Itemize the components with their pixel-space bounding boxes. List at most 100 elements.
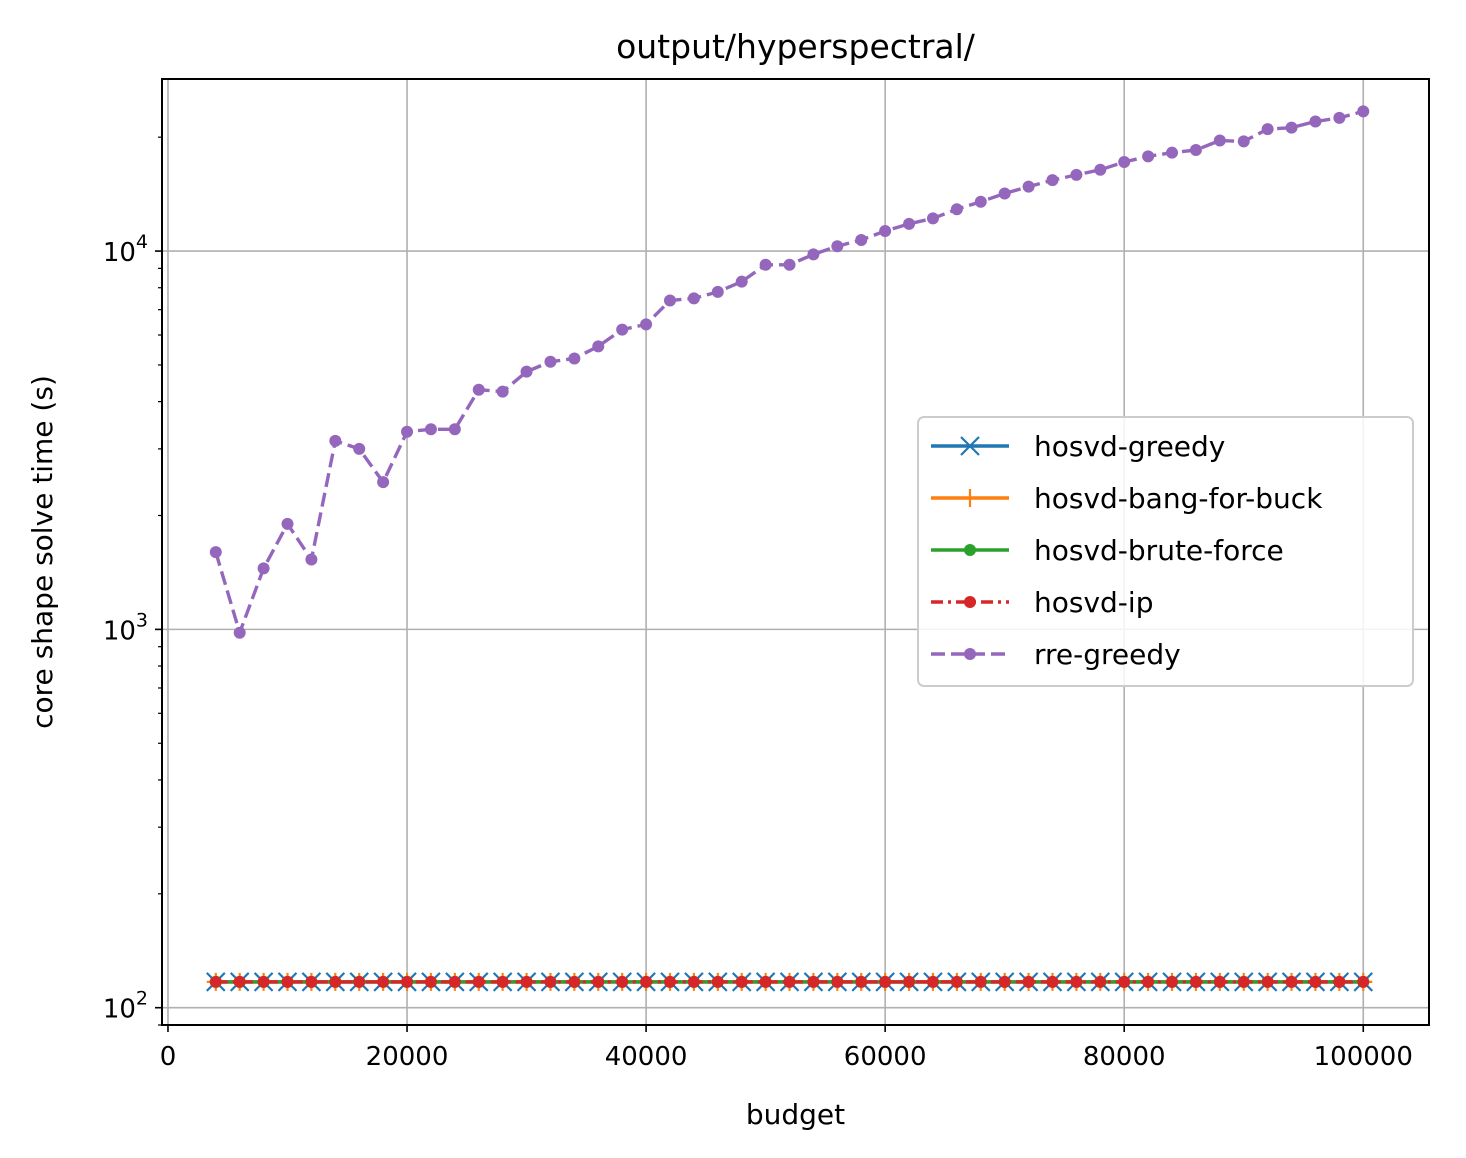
data-point xyxy=(783,258,796,271)
data-point xyxy=(1213,975,1226,988)
data-point xyxy=(735,975,748,988)
x-tick-label: 80000 xyxy=(1083,1042,1166,1072)
data-point xyxy=(448,975,461,988)
y-tick-base: 10 xyxy=(103,616,136,646)
data-point xyxy=(544,975,557,988)
data-point xyxy=(1237,135,1250,148)
data-point xyxy=(520,365,533,378)
legend-label: rre-greedy xyxy=(1034,638,1181,671)
legend-entry: rre-greedy xyxy=(931,638,1181,671)
data-point xyxy=(974,975,987,988)
data-point xyxy=(663,975,676,988)
data-point xyxy=(950,203,963,216)
data-point xyxy=(1357,105,1370,118)
data-point xyxy=(926,212,939,225)
data-point xyxy=(855,975,868,988)
data-point xyxy=(305,975,318,988)
data-point xyxy=(807,248,820,261)
data-point xyxy=(329,975,342,988)
data-point xyxy=(1142,150,1155,163)
data-point xyxy=(424,975,437,988)
data-point xyxy=(233,626,246,639)
legend-label: hosvd-brute-force xyxy=(1034,534,1284,567)
data-point xyxy=(281,975,294,988)
data-point xyxy=(735,275,748,288)
data-point xyxy=(1285,975,1298,988)
y-tick-label: 103 xyxy=(103,609,148,646)
data-point xyxy=(401,975,414,988)
data-point xyxy=(496,975,509,988)
data-point xyxy=(377,476,390,489)
legend-label: hosvd-bang-for-buck xyxy=(1034,482,1323,515)
data-point xyxy=(998,187,1011,200)
data-point xyxy=(1333,975,1346,988)
y-tick-exponent: 4 xyxy=(136,231,148,253)
data-point xyxy=(281,517,294,530)
data-point xyxy=(401,425,414,438)
y-tick-exponent: 2 xyxy=(136,988,148,1010)
data-point xyxy=(1333,111,1346,124)
data-point xyxy=(257,562,270,575)
data-point xyxy=(1022,975,1035,988)
data-point xyxy=(711,975,724,988)
data-point xyxy=(640,318,653,331)
data-point xyxy=(1213,134,1226,147)
data-point xyxy=(903,975,916,988)
data-point xyxy=(568,975,581,988)
data-point xyxy=(1094,163,1107,176)
legend-marker xyxy=(964,648,976,660)
legend-marker xyxy=(964,544,976,556)
data-point xyxy=(568,352,581,365)
data-point xyxy=(1189,143,1202,156)
data-point xyxy=(1357,975,1370,988)
x-tick-label: 0 xyxy=(160,1042,177,1072)
data-point xyxy=(472,975,485,988)
data-point xyxy=(903,217,916,230)
data-point xyxy=(1046,975,1059,988)
data-point xyxy=(855,233,868,246)
y-tick-label: 104 xyxy=(103,231,148,268)
data-point xyxy=(1070,168,1083,181)
legend-entry: hosvd-ip xyxy=(931,586,1153,619)
x-tick-label: 40000 xyxy=(605,1042,688,1072)
y-tick-base: 10 xyxy=(103,238,136,268)
legend-box xyxy=(917,416,1414,687)
x-tick-label: 60000 xyxy=(844,1042,927,1072)
data-point xyxy=(926,975,939,988)
legend: hosvd-greedy hosvd-bang-for-buck hosvd-bru… xyxy=(917,416,1414,687)
data-point xyxy=(496,385,509,398)
data-point xyxy=(209,975,222,988)
y-tick-label: 102 xyxy=(103,988,148,1025)
data-point xyxy=(1094,975,1107,988)
series-hosvd-ip xyxy=(209,975,1370,988)
data-point xyxy=(1022,180,1035,193)
data-point xyxy=(520,975,533,988)
x-tick-label: 20000 xyxy=(366,1042,449,1072)
data-point xyxy=(1309,115,1322,128)
x-tick-label: 100000 xyxy=(1314,1042,1413,1072)
y-axis-label: core shape solve time (s) xyxy=(26,375,59,729)
data-point xyxy=(1285,121,1298,134)
legend-entry: hosvd-bang-for-buck xyxy=(931,482,1323,515)
x-axis-label: budget xyxy=(746,1098,845,1131)
legend-marker xyxy=(961,489,979,507)
data-point xyxy=(592,975,605,988)
data-point xyxy=(1189,975,1202,988)
y-tick-base: 10 xyxy=(103,995,136,1025)
data-point xyxy=(1166,146,1179,159)
data-point xyxy=(879,975,892,988)
data-point xyxy=(759,258,772,271)
legend-marker xyxy=(964,596,976,608)
data-point xyxy=(424,423,437,436)
data-point xyxy=(1118,155,1131,168)
data-point xyxy=(663,294,676,307)
data-point xyxy=(1261,123,1274,136)
data-point xyxy=(807,975,820,988)
data-point xyxy=(783,975,796,988)
data-point xyxy=(353,975,366,988)
data-point xyxy=(472,383,485,396)
data-point xyxy=(759,975,772,988)
legend-entry: hosvd-greedy xyxy=(931,430,1225,463)
data-point xyxy=(974,195,987,208)
